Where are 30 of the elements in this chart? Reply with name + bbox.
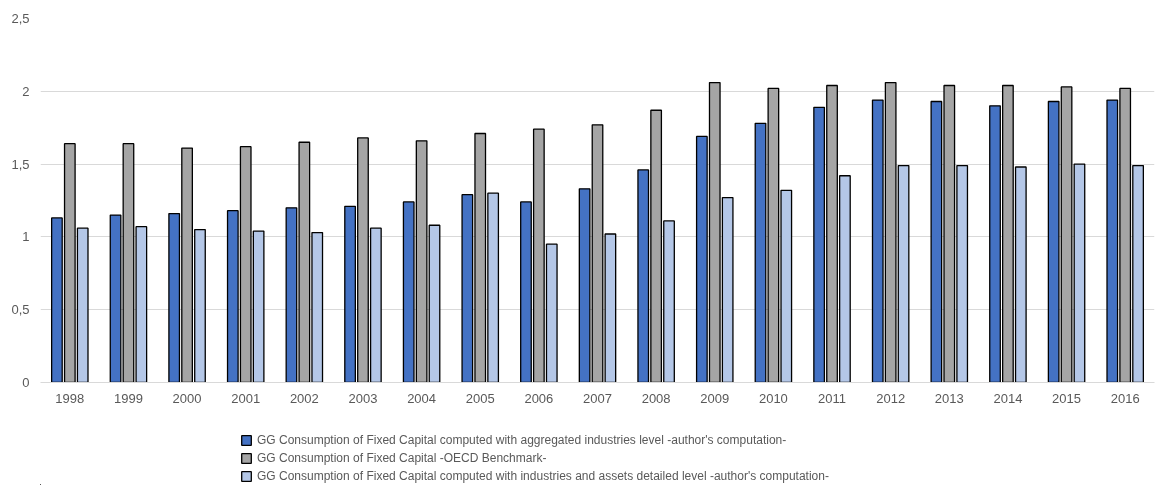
legend-label: GG Consumption of Fixed Capital computed with aggregated industries level -author's computation- <box>257 433 787 447</box>
legend-label: GG Consumption of Fixed Capital computed with industries and assets detailed level -author's computation- <box>257 469 829 483</box>
x-tick-label: 2005 <box>465 390 495 406</box>
x-tick-label: 2012 <box>876 390 906 406</box>
x-tick-label: 2001 <box>231 390 261 406</box>
x-tick-label: 2000 <box>172 390 202 406</box>
y-tick-label: 2 <box>22 83 30 99</box>
x-tick-label: 2010 <box>758 390 788 406</box>
x-tick-label: 2006 <box>524 390 554 406</box>
x-tick-label: 2015 <box>1052 390 1082 406</box>
x-tick-label: 2013 <box>934 390 964 406</box>
y-tick-label: 0 <box>22 375 30 390</box>
x-tick-label: 1998 <box>55 390 85 406</box>
y-tick-label: 0,5 <box>11 302 30 318</box>
x-tick-label: 2008 <box>641 390 671 406</box>
x-tick-label: 2011 <box>818 390 847 406</box>
bar <box>1073 163 1086 383</box>
x-tick-label: 2002 <box>289 390 319 406</box>
x-tick-label: 2004 <box>407 390 437 406</box>
x-tick-label: 2016 <box>1110 390 1140 406</box>
legend-label: GG Consumption of Fixed Capital -OECD Benchmark- <box>257 451 547 465</box>
x-tick-label: 2009 <box>700 390 730 406</box>
x-tick-label: 2003 <box>348 390 378 406</box>
y-tick-label: 2,5 <box>11 11 30 26</box>
x-tick-label: 2007 <box>583 390 612 406</box>
x-tick-label: 1999 <box>113 390 143 406</box>
y-tick-label: 1 <box>22 229 30 245</box>
bar <box>109 214 122 383</box>
y-tick-label: 1,5 <box>11 156 30 172</box>
x-tick-label: 2014 <box>993 390 1023 406</box>
